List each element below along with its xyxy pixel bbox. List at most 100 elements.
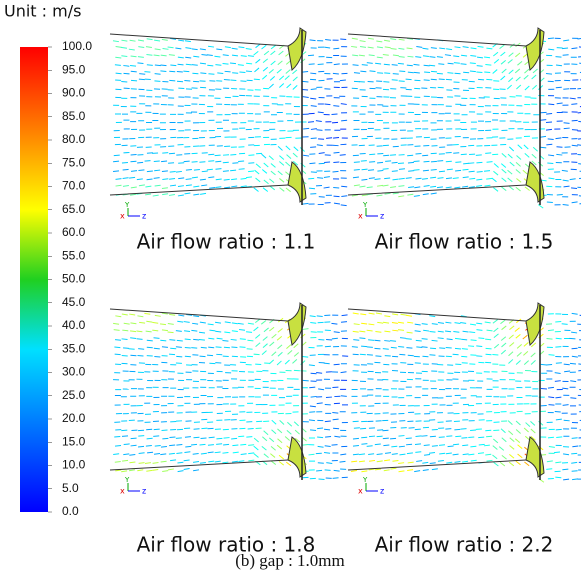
vector: [277, 438, 283, 444]
vector: [507, 177, 513, 183]
vector: [293, 352, 300, 357]
vector: [193, 169, 200, 171]
vector: [478, 443, 485, 446]
vector: [302, 356, 309, 358]
vector: [486, 177, 493, 180]
vector: [231, 185, 238, 188]
vector: [253, 187, 259, 192]
vector: [137, 56, 144, 58]
vector: [222, 161, 229, 164]
vector: [268, 359, 275, 365]
vector: [556, 153, 563, 156]
vector: [351, 346, 358, 348]
vane: [287, 302, 307, 478]
vector: [115, 315, 122, 318]
vector: [200, 437, 207, 440]
vector: [578, 363, 581, 365]
caption: (b) gap : 1.0mm: [235, 551, 345, 570]
vector: [376, 40, 383, 43]
vector: [548, 354, 555, 356]
vector: [501, 437, 507, 443]
vector: [232, 444, 239, 447]
vector: [185, 445, 192, 448]
vector: [546, 468, 553, 470]
vector: [308, 419, 315, 422]
vector: [555, 461, 562, 464]
vector: [271, 351, 277, 357]
vector: [137, 315, 144, 318]
vector: [153, 347, 160, 350]
vane: [525, 27, 545, 203]
vector: [492, 51, 499, 57]
vector: [184, 192, 191, 195]
vector: [160, 446, 167, 448]
vector: [310, 97, 317, 100]
vector: [406, 347, 413, 349]
vector: [350, 470, 358, 472]
vector: [285, 69, 291, 74]
tick-label: 85.0: [62, 109, 86, 123]
vector: [146, 339, 153, 342]
vector-plot: Yx z: [347, 302, 581, 496]
vector: [517, 453, 523, 459]
vector: [570, 397, 577, 399]
vector: [508, 77, 514, 83]
vector: [177, 56, 184, 59]
wall: [347, 33, 527, 196]
vector: [198, 331, 206, 334]
vector: [501, 153, 507, 158]
vector: [555, 137, 562, 140]
vector: [302, 88, 309, 91]
vector: [384, 192, 391, 195]
vector: [485, 64, 492, 66]
vector: [128, 469, 136, 472]
vector: [128, 348, 135, 350]
vector: [199, 178, 206, 181]
vector: [392, 329, 399, 332]
vector: [332, 477, 339, 479]
vector: [438, 63, 445, 65]
vector: [332, 412, 339, 414]
vector: [161, 160, 168, 163]
vector: [384, 46, 391, 49]
vector: [130, 64, 137, 67]
vector: [209, 186, 216, 189]
vector: [262, 436, 268, 442]
vector: [318, 338, 325, 341]
panel-label: Air flow ratio : 1.8: [137, 533, 316, 557]
vector: [139, 73, 146, 75]
vector: [423, 185, 430, 187]
vector: [359, 185, 366, 188]
vector: [431, 468, 438, 471]
vector: [154, 445, 161, 447]
vector: [162, 47, 169, 50]
tick-label: 95.0: [62, 62, 86, 76]
vector: [392, 73, 399, 75]
vector: [222, 170, 229, 172]
vector: [436, 186, 444, 189]
vector: [130, 170, 138, 172]
vector: [361, 64, 368, 66]
vector: [430, 176, 437, 179]
vector: [547, 37, 554, 40]
vector: [405, 437, 412, 440]
vector: [548, 154, 555, 157]
vector: [340, 453, 347, 456]
vector: [262, 336, 268, 341]
vector: [246, 348, 253, 350]
vector: [253, 453, 259, 458]
vector: [501, 325, 507, 331]
vector: [222, 461, 229, 464]
vector: [405, 177, 412, 179]
vector: [207, 64, 214, 67]
vector: [112, 170, 120, 173]
vector: [508, 359, 514, 364]
vector: [262, 66, 269, 72]
vector: [445, 452, 452, 455]
vector: [507, 153, 513, 159]
triad-x-label: x: [120, 487, 125, 496]
vector: [530, 342, 537, 348]
vector: [522, 334, 528, 340]
vector: [307, 121, 315, 123]
vector: [376, 194, 383, 197]
